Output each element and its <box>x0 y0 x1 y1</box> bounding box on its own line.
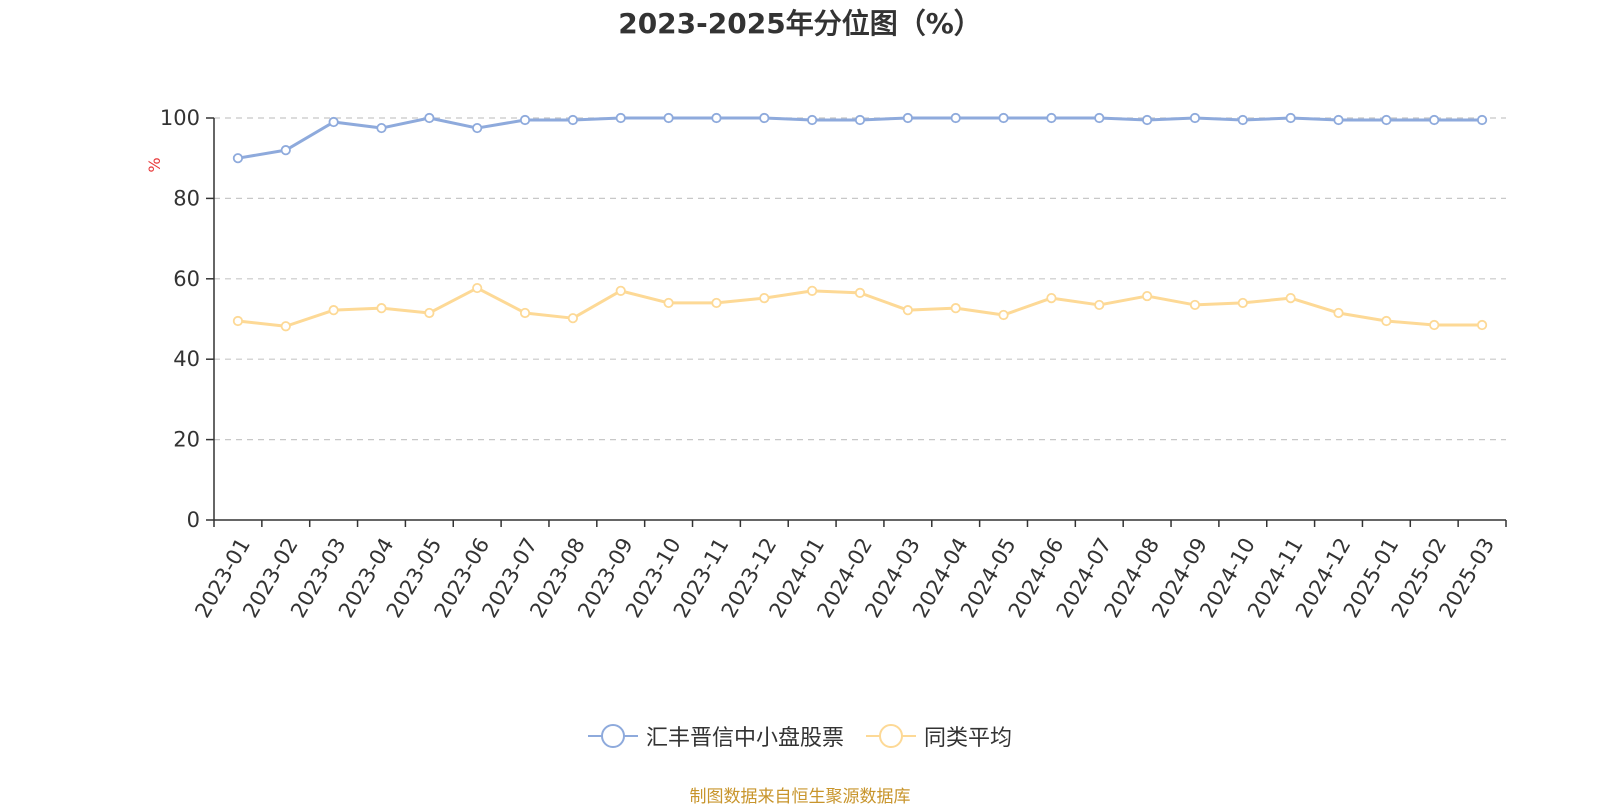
y-tick-label-80: 80 <box>173 186 200 210</box>
series-2-point-2024-04 <box>950 303 961 314</box>
x-tick-labels: 2023-012023-022023-032023-042023-052023-… <box>190 534 1499 622</box>
series-2-point-2023-01 <box>232 315 244 327</box>
series-2-point-2024-05 <box>998 309 1009 321</box>
series-2-point-2024-11 <box>1285 292 1296 304</box>
series-2-point-2023-05 <box>424 307 435 319</box>
series-2-point-2023-06 <box>472 282 483 294</box>
series-1-point-2024-04 <box>950 112 961 124</box>
series-1-point-2023-04 <box>376 122 387 134</box>
series-1-point-2024-03 <box>902 112 913 124</box>
series-1-point-2024-12 <box>1333 114 1344 126</box>
series-2-point-2023-07 <box>519 307 531 319</box>
series-2-point-2024-09 <box>1189 299 1201 311</box>
series-2-point-2023-04 <box>376 303 387 314</box>
series-2-point-2023-03 <box>328 305 339 316</box>
series-1-point-2023-09 <box>615 112 626 124</box>
series-2-point-2024-07 <box>1094 299 1105 311</box>
series-2-point-2025-02 <box>1429 319 1440 331</box>
y-tick-label-0: 0 <box>187 508 200 532</box>
series-2-point-2025-01 <box>1381 315 1392 327</box>
series-2-point-2023-02 <box>280 321 291 332</box>
chart-title: 2023-2025年分位图（%） <box>618 7 982 40</box>
line-chart: 0 20 40 60 80 100 2023-012023-022023-032023-0… <box>145 106 1507 622</box>
series-1-point-2024-11 <box>1285 112 1296 124</box>
legend-item-series-2[interactable]: 同类平均 <box>866 720 1012 752</box>
series-1-point-2024-07 <box>1094 112 1105 124</box>
series-2-point-2024-12 <box>1333 307 1344 319</box>
series-1-point-2025-03 <box>1476 114 1488 126</box>
series-1-point-2023-08 <box>567 114 578 126</box>
axes <box>206 117 1507 527</box>
series-2-point-2023-08 <box>567 313 578 324</box>
series-2-point-2024-08 <box>1142 290 1153 302</box>
series-2-point-2025-03 <box>1476 319 1488 331</box>
series-1-point-2024-06 <box>1046 112 1057 124</box>
series-lines <box>232 112 1488 332</box>
series-1-point-2023-05 <box>424 112 435 124</box>
series-1-point-2025-02 <box>1429 114 1440 126</box>
legend-series-2-label: 同类平均 <box>924 726 1013 751</box>
legend-series-2-marker <box>866 724 916 748</box>
series-1-point-2024-08 <box>1142 114 1153 126</box>
series-1-point-2025-01 <box>1381 114 1392 126</box>
series-1-point-2023-01 <box>232 153 244 164</box>
series-1-point-2023-07 <box>519 114 531 126</box>
series-2-point-2023-10 <box>663 297 674 309</box>
series-1-point-2023-10 <box>663 112 674 124</box>
legend-series-1-marker <box>587 724 638 748</box>
series-1-point-2023-11 <box>711 112 722 124</box>
series-1-point-2024-02 <box>854 114 866 126</box>
y-axis-label: % <box>145 157 164 172</box>
series-2-point-2023-12 <box>759 292 770 304</box>
series-2-point-2024-10 <box>1237 297 1248 309</box>
series-1-point-2023-06 <box>472 122 483 134</box>
source-note: 制图数据来自恒生聚源数据库 <box>689 787 911 807</box>
series-2-point-2023-09 <box>615 285 626 296</box>
series-1 <box>232 112 1488 164</box>
legend-item-series-1[interactable]: 汇丰晋信中小盘股票 <box>587 720 844 752</box>
series-1-point-2023-03 <box>328 116 339 128</box>
y-tick-labels: 0 20 40 60 80 100 <box>160 106 200 532</box>
grid-lines <box>214 117 1506 441</box>
series-1-point-2024-05 <box>998 112 1009 124</box>
y-tick-label-60: 60 <box>173 267 200 291</box>
series-2 <box>232 282 1488 332</box>
series-2-point-2024-03 <box>902 305 913 316</box>
series-1-point-2023-12 <box>759 112 770 124</box>
legend: 汇丰晋信中小盘股票 同类平均 <box>0 720 1600 752</box>
y-tick-label-100: 100 <box>160 106 200 130</box>
series-1-point-2024-09 <box>1189 112 1201 124</box>
series-1-point-2024-10 <box>1237 114 1248 126</box>
series-2-point-2023-11 <box>711 297 722 309</box>
series-2-point-2024-02 <box>854 287 866 298</box>
series-1-point-2023-02 <box>280 145 291 156</box>
series-1-point-2024-01 <box>807 114 818 126</box>
y-tick-label-40: 40 <box>173 347 200 371</box>
legend-series-1-label: 汇丰晋信中小盘股票 <box>645 726 844 751</box>
series-2-point-2024-06 <box>1046 292 1057 304</box>
series-2-point-2024-01 <box>807 285 818 296</box>
y-tick-label-20: 20 <box>173 428 200 452</box>
